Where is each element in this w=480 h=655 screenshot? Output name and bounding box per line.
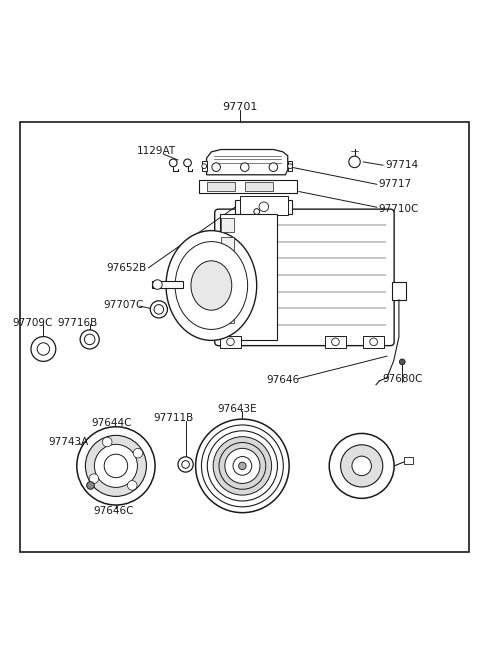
Circle shape (80, 330, 99, 349)
Circle shape (154, 305, 164, 314)
Text: 97680C: 97680C (382, 374, 422, 384)
Circle shape (153, 280, 162, 290)
Circle shape (89, 474, 99, 483)
Text: 97710C: 97710C (378, 204, 419, 214)
Bar (404, 457, 413, 464)
Circle shape (227, 338, 234, 346)
Bar (199, 179, 297, 193)
Bar (221, 237, 234, 251)
Text: 97743A: 97743A (48, 437, 88, 447)
Circle shape (254, 209, 260, 214)
Bar (152, 281, 183, 288)
Bar (288, 161, 292, 171)
Circle shape (370, 338, 377, 346)
Circle shape (87, 481, 94, 489)
Circle shape (104, 454, 128, 477)
Text: 97716B: 97716B (58, 318, 98, 328)
Circle shape (233, 457, 252, 476)
Circle shape (332, 338, 339, 346)
Circle shape (84, 334, 95, 345)
Circle shape (352, 456, 372, 476)
Text: 97711B: 97711B (153, 413, 193, 423)
Bar (220, 214, 277, 341)
Text: 1129AT: 1129AT (137, 146, 176, 156)
Bar (220, 335, 241, 348)
Text: 97714: 97714 (385, 160, 419, 170)
Circle shape (207, 431, 277, 501)
Ellipse shape (191, 261, 232, 310)
Circle shape (85, 436, 146, 496)
Bar (206, 182, 235, 191)
FancyBboxPatch shape (215, 209, 394, 346)
Circle shape (77, 427, 155, 505)
Text: 97701: 97701 (222, 102, 258, 111)
Bar (392, 282, 406, 300)
Text: 97646: 97646 (266, 375, 300, 385)
Circle shape (150, 301, 168, 318)
Circle shape (341, 445, 383, 487)
Circle shape (213, 437, 272, 495)
Circle shape (102, 438, 112, 447)
Circle shape (31, 337, 56, 362)
Circle shape (259, 202, 269, 212)
Circle shape (269, 163, 278, 172)
Circle shape (240, 163, 249, 172)
Bar (325, 335, 346, 348)
Bar (245, 182, 274, 191)
Bar (221, 261, 234, 275)
Bar (221, 217, 234, 232)
Circle shape (219, 443, 266, 489)
Circle shape (202, 164, 206, 168)
Circle shape (133, 449, 143, 458)
Circle shape (169, 159, 177, 166)
Text: 97717: 97717 (378, 179, 411, 189)
Ellipse shape (175, 242, 248, 329)
Circle shape (196, 419, 289, 513)
Text: 97643E: 97643E (218, 403, 257, 413)
Circle shape (178, 457, 193, 472)
Bar (221, 309, 234, 323)
Ellipse shape (166, 231, 257, 341)
Circle shape (349, 156, 360, 168)
Bar (240, 196, 288, 215)
Text: 97652B: 97652B (107, 263, 147, 273)
Bar (363, 335, 384, 348)
Circle shape (288, 164, 292, 168)
Polygon shape (206, 149, 288, 175)
Text: 97707C: 97707C (103, 299, 143, 310)
Text: 97646C: 97646C (93, 506, 134, 516)
Circle shape (95, 444, 137, 487)
Circle shape (202, 425, 283, 507)
Circle shape (37, 343, 49, 355)
Circle shape (225, 449, 260, 483)
Circle shape (212, 163, 220, 172)
Bar (221, 284, 234, 299)
Circle shape (128, 481, 137, 490)
Circle shape (399, 359, 405, 365)
Circle shape (182, 460, 190, 468)
Circle shape (184, 159, 192, 166)
Bar (235, 200, 292, 214)
Text: 97709C: 97709C (12, 318, 53, 328)
Circle shape (329, 434, 394, 498)
Bar (202, 161, 206, 171)
Circle shape (239, 462, 246, 470)
Text: 97644C: 97644C (91, 418, 132, 428)
